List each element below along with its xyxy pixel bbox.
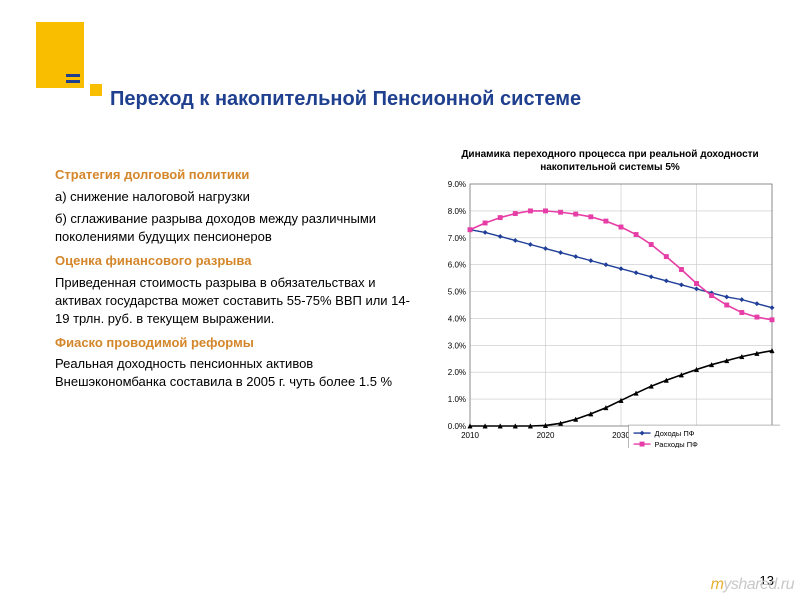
chart-title: Динамика переходного процесса при реальн… — [440, 148, 780, 174]
svg-text:Доходы ПФ: Доходы ПФ — [655, 429, 695, 438]
svg-text:8.0%: 8.0% — [448, 207, 466, 216]
bullet-a: а) снижение налоговой нагрузки — [55, 188, 415, 206]
subhead-3: Фиаско проводимой реформы — [55, 334, 415, 352]
svg-text:4.0%: 4.0% — [448, 314, 466, 323]
svg-text:2.0%: 2.0% — [448, 368, 466, 377]
svg-text:Расходы ПФ: Расходы ПФ — [655, 440, 699, 448]
subhead-2: Оценка финансового разрыва — [55, 252, 415, 270]
chart: 0.0% 1.0% 2.0% 3.0% 4.0% 5.0% 6.0% 7.0% 8.0% 9.0%… — [430, 178, 780, 448]
accent-square-bg — [36, 22, 84, 88]
accent-dash-1 — [66, 74, 80, 77]
chart-svg: 0.0% 1.0% 2.0% 3.0% 4.0% 5.0% 6.0% 7.0% 8.0% 9.0%… — [430, 178, 780, 448]
svg-text:7.0%: 7.0% — [448, 234, 466, 243]
svg-text:2020: 2020 — [537, 431, 555, 440]
accent-square-sm — [90, 84, 102, 96]
svg-text:2010: 2010 — [461, 431, 479, 440]
svg-text:9.0%: 9.0% — [448, 180, 466, 189]
page-title: Переход к накопительной Пенсионной систе… — [110, 88, 581, 111]
wm-post: yshared.ru — [723, 576, 794, 593]
svg-text:5.0%: 5.0% — [448, 288, 466, 297]
watermark: myshared.ru — [711, 576, 794, 594]
accent-dash-2 — [66, 80, 80, 83]
subhead-1: Стратегия долговой политики — [55, 166, 415, 184]
text-column: Стратегия долговой политики а) снижение … — [55, 160, 415, 391]
svg-text:1.0%: 1.0% — [448, 395, 466, 404]
svg-text:3.0%: 3.0% — [448, 341, 466, 350]
wm-m: m — [711, 576, 724, 593]
svg-text:6.0%: 6.0% — [448, 261, 466, 270]
bullet-b: б) сглаживание разрыва доходов между раз… — [55, 210, 415, 246]
para-2: Приведенная стоимость разрыва в обязател… — [55, 274, 415, 328]
svg-text:2030: 2030 — [612, 431, 630, 440]
para-3: Реальная доходность пенсионных активов В… — [55, 355, 415, 391]
svg-text:0.0%: 0.0% — [448, 422, 466, 431]
